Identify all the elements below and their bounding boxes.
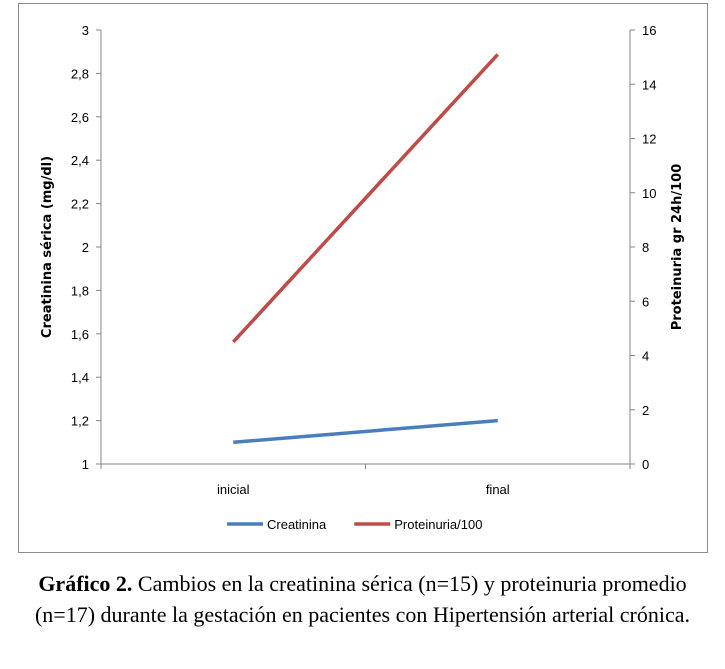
y-right-tick-label: 0 xyxy=(642,457,649,472)
y-right-tick-label: 8 xyxy=(642,240,649,255)
caption-label: Gráfico 2. xyxy=(38,571,133,596)
x-tick-label: inicial xyxy=(217,482,250,497)
figure-caption: Gráfico 2. Cambios en la creatinina séri… xyxy=(10,568,715,630)
chart-series xyxy=(231,53,500,445)
y-right-tick-label: 10 xyxy=(642,186,656,201)
y-left-tick-label: 2,2 xyxy=(71,197,89,212)
legend-label-2: Proteinuria/100 xyxy=(394,517,482,532)
series-line-2 xyxy=(231,53,500,344)
y-right-tick-label: 16 xyxy=(642,23,656,38)
y-left-tick-label: 1,2 xyxy=(71,414,89,429)
y-left-tick-label: 2,4 xyxy=(71,153,89,168)
y-left-tick-label: 1,8 xyxy=(71,283,89,298)
y-left-tick-label: 2,6 xyxy=(71,110,89,125)
y-left-tick-label: 1 xyxy=(82,457,89,472)
y-axis-right-title: Proteinuria gr 24h/100 xyxy=(670,164,685,331)
legend-label-1: Creatinina xyxy=(267,517,327,532)
y-left-tick-label: 3 xyxy=(82,23,89,38)
y-left-tick-label: 1,6 xyxy=(71,327,89,342)
x-tick-label: final xyxy=(486,482,510,497)
y-left-tick-label: 2 xyxy=(82,240,89,255)
y-right-tick-label: 2 xyxy=(642,403,649,418)
y-right-tick-label: 14 xyxy=(642,77,656,92)
y-right-tick-label: 12 xyxy=(642,132,656,147)
chart-frame: 1 1,2 1,4 1,6 1,8 2 2,2 2,4 2,6 2,8 3 0 2 4 6 8 10 12 14 16… xyxy=(18,3,708,553)
y-left-tick-label: 2,8 xyxy=(71,66,89,81)
y-right-tick-label: 6 xyxy=(642,294,649,309)
y-axis-left-title: Creatinina sérica (mg/dl) xyxy=(40,156,55,338)
caption-text: Cambios en la creatinina sérica (n=15) y… xyxy=(34,571,690,627)
chart-axes: 1 1,2 1,4 1,6 1,8 2 2,2 2,4 2,6 2,8 3 0 2 4 6 8 10 12 14 16… xyxy=(40,23,685,497)
y-right-tick-label: 4 xyxy=(642,349,649,364)
y-left-tick-label: 1,4 xyxy=(71,370,89,385)
series-line-1 xyxy=(233,418,498,445)
chart-legend: Creatinina Proteinuria/100 xyxy=(227,517,482,532)
line-chart: 1 1,2 1,4 1,6 1,8 2 2,2 2,4 2,6 2,8 3 0 2 4 6 8 10 12 14 16… xyxy=(40,23,685,532)
